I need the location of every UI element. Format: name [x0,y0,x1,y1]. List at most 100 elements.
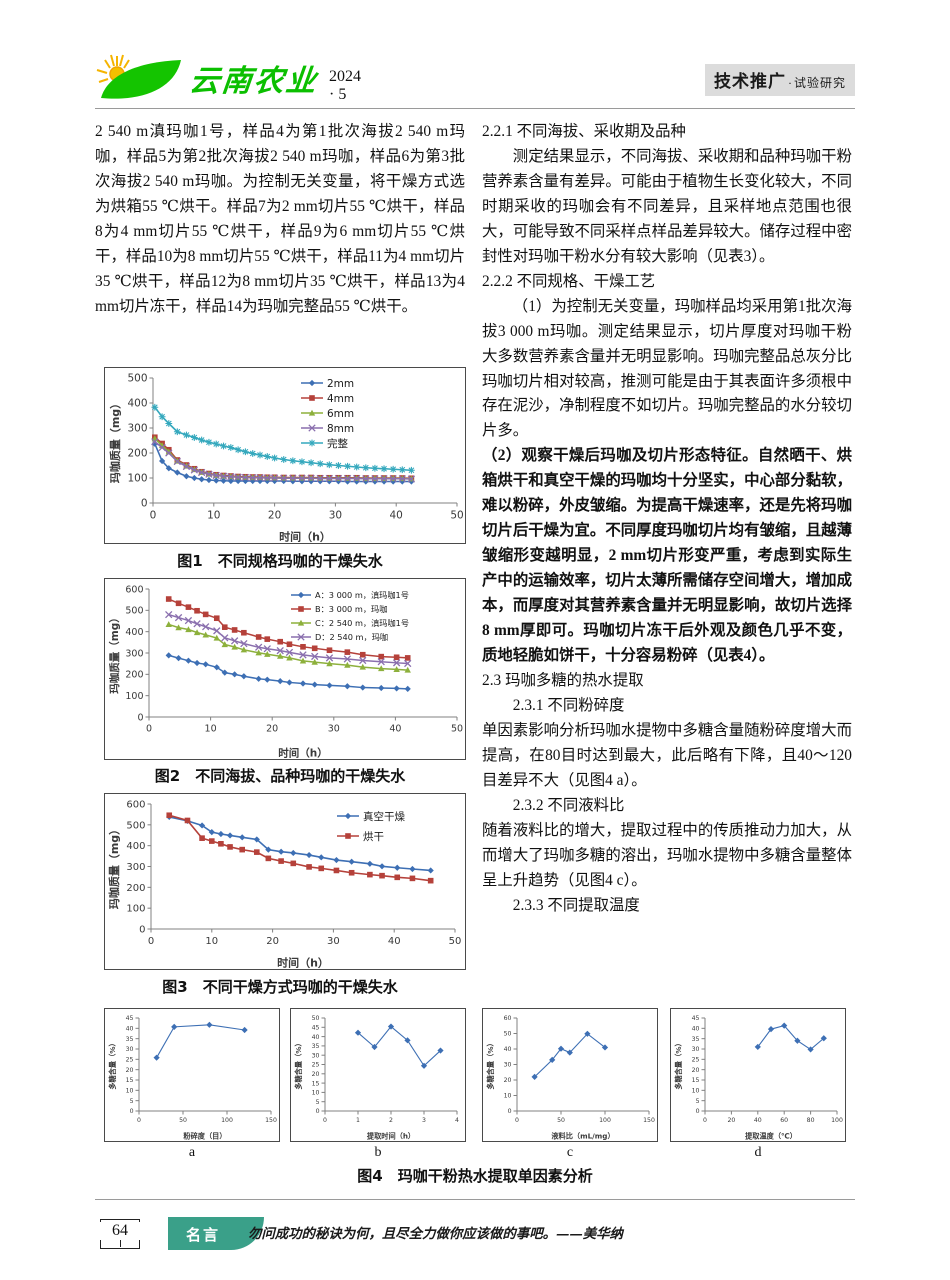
svg-text:10: 10 [312,1090,320,1097]
series-多糖含量 [153,1021,248,1061]
svg-text:4mm: 4mm [327,393,354,405]
figure-2: 0 100 200 300 400 500 600 0 10 20 30 40 50 时间（h） 玛咖质量（… [104,578,466,760]
svg-text:提取时间（h）: 提取时间（h） [366,1132,415,1141]
svg-text:100: 100 [126,904,145,915]
svg-text:粉碎度（目）: 粉碎度（目） [183,1132,226,1141]
right-column: 2.2.1 不同海拔、采收期及品种 测定结果显示，不同海拔、采收期和品种玛咖干粉… [482,120,852,919]
svg-text:300: 300 [126,862,145,873]
paragraph: （1）为控制无关变量，玛咖样品均采用第1批次海拔3 000 m玛咖。测定结果显示… [482,297,852,440]
svg-text:20: 20 [312,1071,320,1078]
footer-quote: 勿问成功的秘诀为何，且尽全力做你应该做的事吧。——美华纳 [248,1226,623,1242]
figure-4b: 0 5 10 15 20 25 30 35 40 45 50 0 1 2 3 4 提取时间（h） 多糖含量（%） [290,1008,466,1142]
heading-2-2-1: 2.2.1 不同海拔、采收期及品种 [482,123,686,140]
svg-text:20: 20 [727,1117,735,1124]
heading-2-3-2: 单因素影响分析玛咖水提物中多糖含量随粉碎度增大而提高，在80目时达到最大，此后略… [482,721,852,789]
svg-text:时间（h）: 时间（h） [277,956,329,970]
svg-text:35: 35 [312,1043,320,1050]
svg-text:液料比（mL/mg）: 液料比（mL/mg） [551,1132,614,1141]
quote-badge: 名言 [168,1217,264,1250]
svg-text:15: 15 [126,1077,134,1084]
svg-text:500: 500 [125,606,143,617]
section-main-label: 技术推广 [713,72,786,92]
svg-text:400: 400 [127,398,147,410]
sun-leaf-logo-icon [96,54,181,99]
svg-text:多糖含量（%）: 多糖含量（%） [486,1039,495,1089]
svg-text:100: 100 [221,1117,233,1124]
svg-text:10: 10 [205,936,218,947]
svg-text:烘干: 烘干 [363,831,384,843]
heading-2-3-3: 随着液料比的增大，提取过程中的传质推动力加大，从而增大了玛咖多糖的溶出，玛咖水提… [482,821,852,889]
paragraph: 2.3.2 不同液料比 [512,796,625,814]
figure-4-caption: 图4 玛咖干粉热水提取单因素分析 [357,1167,593,1185]
svg-text:10: 10 [504,1093,512,1100]
fig2-legend: A：3 000 m，滇玛咖1号 B：3 000 m，玛咖 C：2 540 m，滇玛咖… [291,590,409,642]
svg-text:50: 50 [449,936,462,947]
svg-text:30: 30 [692,1046,700,1053]
svg-text:30: 30 [329,510,342,522]
svg-text:35: 35 [692,1036,700,1043]
svg-text:30: 30 [327,936,340,947]
svg-text:45: 45 [312,1024,320,1031]
svg-text:40: 40 [312,1034,320,1041]
svg-text:30: 30 [126,1046,134,1053]
svg-text:300: 300 [125,648,143,659]
svg-text:B：3 000 m，玛咖: B：3 000 m，玛咖 [315,604,387,614]
series-烘干 [166,812,434,884]
svg-text:8mm: 8mm [327,423,354,435]
svg-text:提取温度（℃）: 提取温度（℃） [744,1132,797,1141]
svg-text:100: 100 [599,1117,611,1124]
svg-text:5: 5 [696,1098,700,1105]
svg-text:40: 40 [388,936,401,947]
series-D：2 540 m，玛咖 [165,610,412,668]
paragraph: 2 540 m滇玛咖1号，样品4为第1批次海拔2 540 m玛咖，样品5为第2批… [95,123,465,315]
svg-text:30: 30 [328,724,340,735]
figure-4d-label: d [754,1145,762,1160]
svg-text:0: 0 [139,925,145,936]
svg-text:20: 20 [504,1077,512,1084]
svg-text:30: 30 [504,1062,512,1069]
svg-text:玛咖质量（mg）: 玛咖质量（mg） [107,824,121,909]
svg-text:多糖含量（%）: 多糖含量（%） [108,1039,117,1089]
svg-text:200: 200 [126,883,145,894]
heading-2-3-1: 2.3 玛咖多糖的热水提取 [482,671,644,689]
svg-text:0: 0 [130,1108,134,1115]
svg-text:0: 0 [141,498,148,510]
svg-text:400: 400 [125,627,143,638]
header-rule [95,108,855,109]
masthead: 云南农业 2024 · 5 技术推广 · 试验研究 [95,52,855,108]
svg-text:40: 40 [692,1026,700,1033]
svg-text:50: 50 [179,1117,187,1124]
figure-4b-label: b [374,1145,382,1160]
svg-text:25: 25 [692,1057,700,1064]
left-column: 2 540 m滇玛咖1号，样品4为第1批次海拔2 540 m玛咖，样品5为第2批… [95,120,465,320]
svg-text:4: 4 [455,1117,459,1124]
section-separator: · [787,76,792,90]
svg-text:真空干燥: 真空干燥 [363,810,405,823]
journal-issue: 2024 · 5 [329,68,361,103]
svg-text:D：2 540 m，玛咖: D：2 540 m，玛咖 [315,632,388,642]
svg-text:2: 2 [389,1117,393,1124]
series-多糖含量 [354,1023,444,1069]
series-4mm [152,434,415,482]
svg-text:完整: 完整 [327,437,348,450]
svg-text:40: 40 [390,510,403,522]
svg-text:100: 100 [127,473,147,485]
svg-text:30: 30 [312,1052,320,1059]
figure-3-caption: 图3 不同干燥方式玛咖的干燥失水 [162,978,398,996]
svg-text:0: 0 [515,1117,519,1124]
svg-text:A：3 000 m，滇玛咖1号: A：3 000 m，滇玛咖1号 [315,590,409,600]
svg-text:50: 50 [504,1031,512,1038]
svg-text:600: 600 [126,800,145,811]
svg-text:400: 400 [126,841,145,852]
figure-2-caption: 图2 不同海拔、品种玛咖的干燥失水 [154,767,406,785]
svg-text:100: 100 [831,1117,843,1124]
paragraph: 测定结果显示，不同海拔、采收期和品种玛咖干粉营养素含量有差异。可能由于植物生长变… [482,147,852,265]
svg-text:0: 0 [146,724,152,735]
svg-text:35: 35 [126,1036,134,1043]
svg-text:1: 1 [356,1117,360,1124]
svg-text:20: 20 [266,936,279,947]
paragraph: 2.3.3 不同提取温度 [512,896,640,914]
svg-text:0: 0 [696,1108,700,1115]
